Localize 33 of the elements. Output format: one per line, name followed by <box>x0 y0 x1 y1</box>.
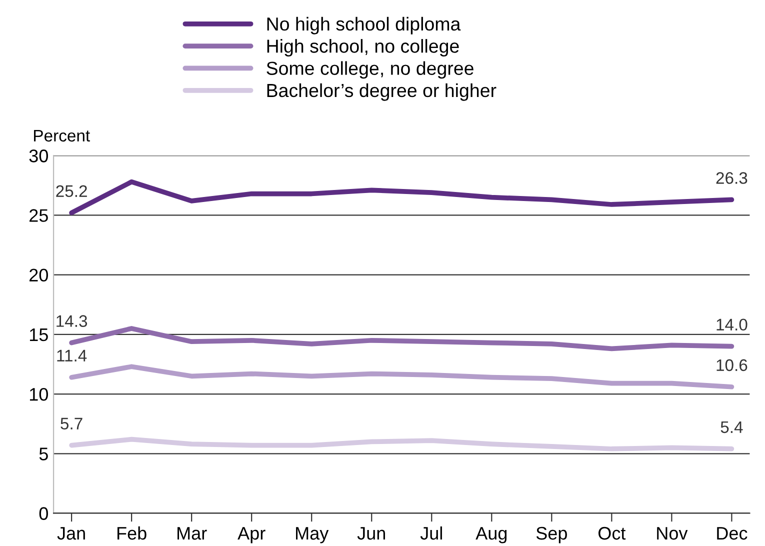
legend-label: No high school diploma <box>267 16 461 34</box>
y-tick-label: 5 <box>39 448 48 460</box>
y-tick-label: 10 <box>30 388 48 401</box>
y-axis-title: Percent <box>34 130 90 142</box>
x-tick-label: Dec <box>717 527 748 540</box>
x-tick-label: Sep <box>536 526 567 544</box>
data-label: 10.6 <box>716 359 748 372</box>
x-tick-label: Aug <box>476 527 507 544</box>
y-tick-label: 0 <box>39 507 48 520</box>
x-tick-label: Nov <box>657 527 688 540</box>
line-series <box>69 436 734 452</box>
x-tick-label: Mar <box>178 527 207 540</box>
data-label: 5.7 <box>60 418 82 430</box>
x-tick-label: Feb <box>117 526 146 540</box>
x-tick-label: Jun <box>357 527 386 540</box>
legend-label: High school, no college <box>267 39 459 57</box>
x-tick-label: May <box>296 527 329 544</box>
y-tick-label: 20 <box>30 268 48 282</box>
x-tick-label: Oct <box>598 526 626 540</box>
x-tick-label: Jul <box>420 526 442 540</box>
data-label: 14.0 <box>716 318 748 331</box>
x-tick-label: Apr <box>238 527 266 544</box>
data-label: 11.4 <box>57 350 87 362</box>
legend-label: Some college, no degree <box>266 61 474 79</box>
legend-label: Bachelor’s degree or higher <box>267 83 496 101</box>
data-label: 26.3 <box>716 172 748 184</box>
data-label: 14.3 <box>56 315 88 327</box>
data-label: 25.2 <box>56 185 87 198</box>
data-label: 5.4 <box>720 421 743 434</box>
y-tick-label: 25 <box>30 209 48 222</box>
x-tick-label: Jan <box>57 527 85 540</box>
y-tick-label: 15 <box>30 328 48 342</box>
y-tick-label: 30 <box>29 150 48 162</box>
